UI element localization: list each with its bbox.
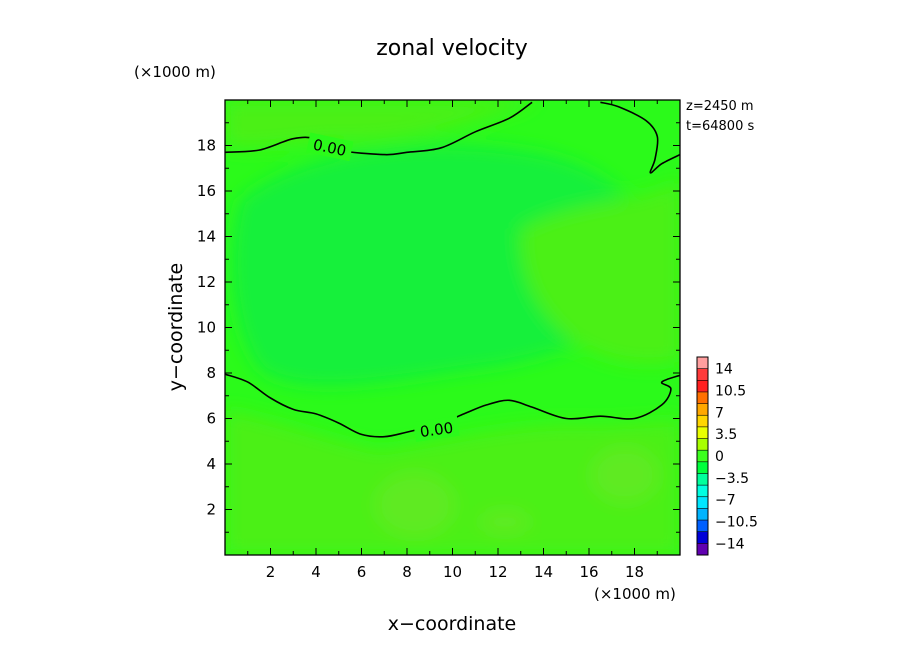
colorbar-label: −3.5 [715, 471, 749, 487]
colorbar-swatch [697, 403, 708, 416]
y-tick-label: 12 [197, 273, 216, 291]
x-axis-label: x−coordinate [388, 613, 517, 635]
annotation-z: z=2450 m [686, 99, 754, 114]
contour-label-bg [413, 415, 460, 442]
zero-contour-upper [225, 101, 533, 156]
x-tick-label: 10 [443, 563, 462, 581]
y-tick-label: 2 [206, 501, 216, 519]
x-tick-label: 8 [402, 563, 412, 581]
y-unit-label: (×1000 m) [134, 63, 216, 81]
colorbar-swatch [697, 508, 708, 521]
colorbar-swatch [697, 415, 708, 428]
zero-contour-upper-right [600, 101, 680, 174]
weak-positive-region-left [225, 100, 540, 147]
x-tick-label: 18 [625, 563, 644, 581]
colorbar-swatch [697, 485, 708, 498]
colorbar-frame [696, 356, 709, 556]
zero-contour-lower [225, 373, 680, 438]
chart-title: zonal velocity [376, 36, 528, 61]
positive-region-south [225, 410, 680, 555]
colorbar-swatch [697, 543, 708, 556]
colorbar-swatch [697, 391, 708, 404]
colorbar-label: 7 [715, 405, 724, 421]
colorbar: 14 10.5 7 3.5 0 −3.5 −7 −10.5 −14 [696, 356, 758, 556]
contour-label-bg [306, 132, 354, 162]
contour-label: 0.00 [413, 415, 460, 442]
y-tick-label: 14 [197, 228, 216, 246]
colorbar-swatch [697, 426, 708, 439]
colorbar-swatch [697, 450, 708, 463]
contour-labels: 0.000.00 [306, 132, 460, 442]
colorbar-swatch [697, 520, 708, 533]
slow-interior-region [231, 144, 650, 386]
x-tick-label: 14 [534, 563, 553, 581]
colorbar-swatch [697, 380, 708, 393]
colorbar-swatch [697, 438, 708, 451]
colorbar-label: 10.5 [715, 383, 746, 399]
colorbar-swatch [697, 461, 708, 474]
y-tick-label: 6 [206, 410, 216, 428]
colorbar-swatch [697, 473, 708, 486]
y-tick-label: 8 [206, 364, 216, 382]
annotation-t: t=64800 s [686, 119, 754, 134]
x-tick-label: 12 [488, 563, 507, 581]
colorbar-label: 14 [715, 362, 733, 378]
velocity-field [225, 100, 680, 555]
positive-patch-1 [375, 473, 455, 537]
zero-contours [225, 101, 680, 438]
colorbar-label: −7 [715, 493, 736, 509]
y-tick-label: 10 [197, 319, 216, 337]
colorbar-swatch [697, 531, 708, 544]
y-tick-label: 18 [197, 137, 216, 155]
y-tick-label: 16 [197, 182, 216, 200]
x-tick-label: 2 [266, 563, 276, 581]
y-axis-label: y−coordinate [165, 263, 187, 392]
x-tick-label: 6 [357, 563, 367, 581]
contour-label-text: 0.00 [419, 419, 455, 441]
x-tick-label: 4 [311, 563, 321, 581]
colorbar-label: 3.5 [715, 427, 737, 443]
colorbar-swatch [697, 368, 708, 381]
weak-positive-region-right [520, 180, 680, 364]
axis-ticks: 2 4 6 8 10 12 14 16 18 2 4 6 8 10 12 14 16 18 [197, 100, 680, 581]
colorbar-swatch [697, 357, 708, 369]
colorbar-label: 0 [715, 449, 724, 465]
positive-patch-2 [591, 447, 659, 503]
y-tick-label: 4 [206, 455, 216, 473]
colorbar-label: −10.5 [715, 515, 758, 531]
x-unit-label: (×1000 m) [594, 585, 676, 603]
colorbar-swatch [697, 496, 708, 509]
positive-patch-3 [479, 510, 531, 534]
colorbar-label: −14 [715, 536, 745, 552]
x-tick-label: 16 [579, 563, 598, 581]
